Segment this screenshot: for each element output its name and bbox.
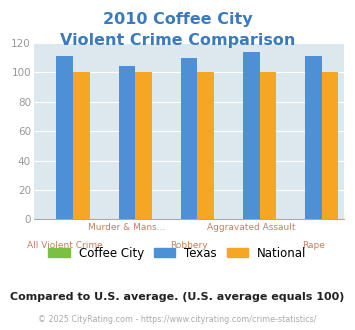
Bar bbox=[322, 72, 338, 219]
Bar bbox=[181, 58, 197, 219]
Text: 2010 Coffee City: 2010 Coffee City bbox=[103, 12, 252, 26]
Bar bbox=[197, 72, 214, 219]
Bar bbox=[243, 52, 260, 219]
Bar bbox=[135, 72, 152, 219]
Text: Compared to U.S. average. (U.S. average equals 100): Compared to U.S. average. (U.S. average … bbox=[10, 292, 345, 302]
Text: Aggravated Assault: Aggravated Assault bbox=[207, 223, 295, 232]
Bar bbox=[305, 56, 322, 219]
Legend: Coffee City, Texas, National: Coffee City, Texas, National bbox=[45, 243, 310, 263]
Text: Murder & Mans...: Murder & Mans... bbox=[88, 223, 165, 232]
Bar bbox=[119, 66, 135, 219]
Bar bbox=[260, 72, 276, 219]
Text: Violent Crime Comparison: Violent Crime Comparison bbox=[60, 33, 295, 48]
Bar bbox=[73, 72, 90, 219]
Text: Rape: Rape bbox=[302, 241, 325, 250]
Text: Robbery: Robbery bbox=[170, 241, 208, 250]
Text: © 2025 CityRating.com - https://www.cityrating.com/crime-statistics/: © 2025 CityRating.com - https://www.city… bbox=[38, 315, 317, 324]
Bar bbox=[56, 56, 73, 219]
Text: All Violent Crime: All Violent Crime bbox=[27, 241, 103, 250]
